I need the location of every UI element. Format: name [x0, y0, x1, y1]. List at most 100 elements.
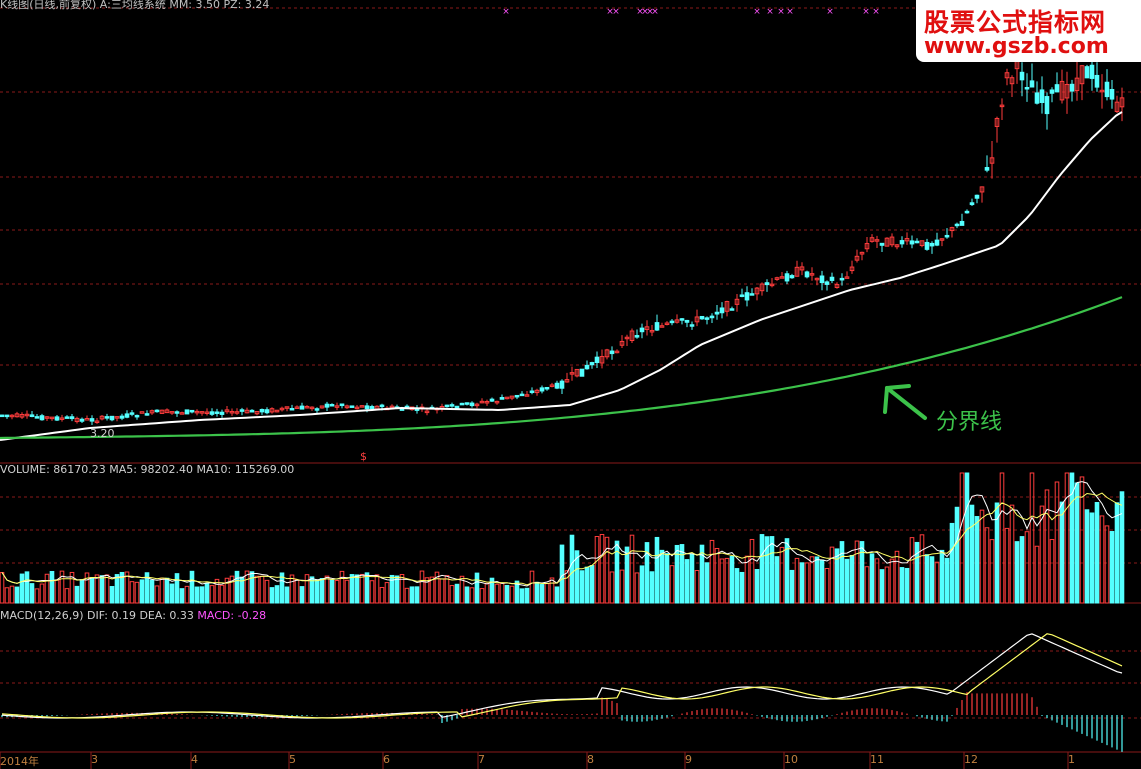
candle-body	[44, 416, 50, 419]
candle-body	[1029, 80, 1035, 88]
macd-dif-line	[1, 633, 1123, 719]
candle-body	[769, 283, 775, 287]
volume-bar	[729, 555, 735, 604]
candle-body	[959, 220, 965, 226]
volume-bar	[634, 572, 640, 604]
volume-bar	[299, 586, 305, 604]
candle-body	[549, 384, 555, 387]
volume-bar	[874, 558, 880, 604]
volume-bar	[109, 586, 115, 604]
volume-bar	[529, 570, 535, 604]
volume-bar	[419, 570, 425, 604]
candle-body	[694, 316, 700, 323]
volume-bar	[454, 583, 460, 604]
boundary-green-line	[0, 296, 1123, 440]
boundary-annotation: 分界线	[936, 410, 1003, 435]
volume-bar	[354, 574, 360, 604]
volume-bar	[624, 546, 630, 604]
macd-value: -0.28	[237, 609, 267, 622]
volume-bar	[614, 540, 620, 604]
volume-bar	[279, 572, 285, 604]
candle-body	[1034, 92, 1040, 104]
volume-bar	[744, 555, 750, 604]
candle-body	[779, 276, 785, 279]
axis-month-label: 7	[478, 753, 485, 766]
candle-body	[184, 409, 190, 415]
volume-bar	[194, 586, 200, 604]
candle-body	[599, 356, 605, 364]
candle-body	[174, 411, 180, 414]
candle-body	[304, 405, 310, 409]
candle-body	[764, 282, 770, 286]
volume-bar	[599, 533, 605, 604]
volume-bar	[19, 573, 25, 604]
volume-bar	[339, 570, 345, 604]
candle-body	[519, 393, 525, 397]
volume-bar	[814, 556, 820, 604]
chart-title: K线图(日线,前复权) A:三均线系统 MM: 3.50 PZ: 3.24	[0, 0, 270, 11]
signal-x-marker: ×	[502, 7, 510, 17]
volume-bar	[289, 574, 295, 604]
candle-body	[919, 240, 925, 247]
candle-body	[699, 315, 705, 320]
candle-body	[714, 311, 720, 315]
candle-body	[504, 396, 510, 400]
volume-bar	[659, 549, 665, 604]
volume-bar	[269, 587, 275, 604]
volume-bar	[534, 581, 540, 604]
volume-bar	[0, 572, 5, 604]
candle-body	[249, 409, 255, 413]
volume-bar	[724, 557, 730, 604]
volume-bar	[719, 558, 725, 604]
volume-bar	[779, 546, 785, 604]
volume-bar	[434, 571, 440, 604]
candle-body	[309, 406, 315, 410]
volume-bar	[1119, 491, 1125, 604]
candle-body	[829, 276, 835, 281]
candle-body	[354, 406, 360, 410]
candle-body	[1079, 65, 1085, 85]
axis-month-label: 8	[587, 753, 594, 766]
candle-body	[914, 240, 920, 244]
candle-body	[469, 402, 475, 407]
volume-bar	[229, 575, 235, 604]
candle-body	[349, 405, 355, 408]
volume-bar	[369, 580, 375, 604]
candle-body	[284, 406, 290, 409]
volume-bar	[94, 574, 100, 604]
candle-body	[489, 398, 495, 402]
candle-body	[474, 403, 480, 407]
candle-body	[104, 416, 110, 419]
candle-body	[824, 281, 830, 285]
candle-body	[719, 307, 725, 314]
candle-body	[1064, 83, 1070, 99]
candle-body	[524, 394, 530, 397]
candle-body	[1004, 72, 1010, 79]
candle-body	[289, 408, 295, 411]
candle-body	[734, 298, 740, 305]
candle-body	[674, 319, 680, 323]
candle-body	[119, 415, 125, 419]
candle-body	[909, 240, 915, 245]
volume-bar	[1029, 472, 1035, 604]
candle-body	[579, 368, 585, 377]
volume-bar	[884, 566, 890, 604]
candle-body	[679, 318, 685, 321]
volume-bar	[789, 569, 795, 604]
candle-body	[839, 277, 845, 281]
candle-body	[1054, 84, 1060, 93]
volume-bar	[54, 579, 60, 604]
volume-bar	[1099, 515, 1105, 604]
candle-body	[979, 186, 985, 193]
volume-bar	[819, 559, 825, 604]
volume-bar	[709, 539, 715, 604]
candle-body	[479, 400, 485, 404]
volume-bar	[804, 562, 810, 604]
candle-body	[154, 409, 160, 413]
candle-body	[849, 266, 855, 272]
volume-bar	[34, 588, 40, 604]
candle-body	[219, 411, 225, 415]
signal-x-marker: ×	[636, 7, 644, 17]
candle-body	[224, 409, 230, 413]
